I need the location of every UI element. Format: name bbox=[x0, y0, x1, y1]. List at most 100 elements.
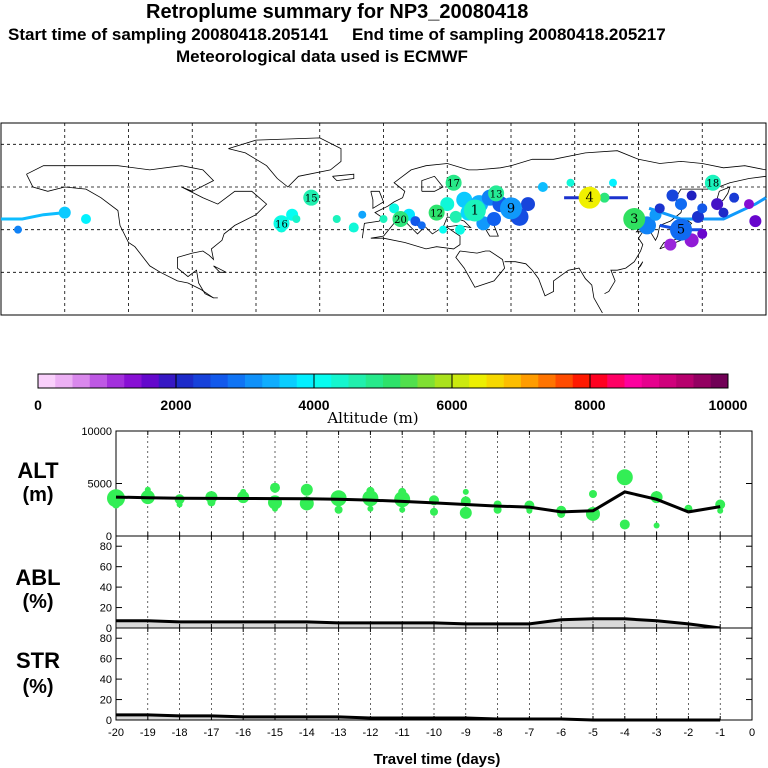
colorbar-swatch bbox=[486, 374, 505, 388]
y-tick-label: 5000 bbox=[88, 479, 112, 491]
alt-scatter-point bbox=[272, 505, 278, 512]
map-cluster-marker bbox=[578, 186, 601, 209]
map-plume-dot bbox=[711, 198, 724, 211]
map-plume-dot bbox=[744, 199, 754, 210]
trajectory-line bbox=[648, 196, 767, 221]
panel-alt-series-line bbox=[115, 490, 721, 514]
colorbar-swatch bbox=[245, 374, 263, 388]
colorbar-swatch bbox=[348, 374, 367, 388]
x-tick-label: -6 bbox=[556, 727, 566, 739]
alt-scatter-point bbox=[462, 488, 469, 495]
colorbar-tick-label: 4000 bbox=[298, 397, 329, 413]
alt-scatter-point bbox=[367, 505, 374, 512]
colorbar-swatch bbox=[676, 374, 694, 388]
x-tick-label: -1 bbox=[715, 727, 725, 739]
colorbar-swatch bbox=[193, 374, 211, 388]
map-plume-dot bbox=[292, 215, 301, 223]
map-cluster-label: 3 bbox=[630, 212, 638, 227]
map-plume-dot bbox=[718, 207, 729, 218]
str-panel-unit: (%) bbox=[22, 676, 53, 698]
map-plume-dot bbox=[686, 190, 697, 201]
colorbar-tick-label: 8000 bbox=[574, 397, 605, 413]
coastline-segment bbox=[638, 261, 644, 269]
coastline-segment bbox=[455, 250, 506, 288]
colorbar-swatch bbox=[365, 374, 384, 388]
colorbar-swatch bbox=[38, 374, 56, 388]
x-tick-label: -16 bbox=[235, 727, 251, 739]
map-plume-dot bbox=[697, 203, 708, 214]
map-plume-dot bbox=[417, 221, 426, 230]
colorbar-swatch bbox=[331, 374, 349, 388]
colorbar-swatch bbox=[400, 374, 418, 388]
map-plume-dot bbox=[566, 178, 575, 187]
coastline-segment bbox=[213, 265, 227, 273]
map-plume-dot bbox=[358, 210, 367, 219]
y-tick-label: 60 bbox=[100, 654, 112, 666]
x-tick-label: -14 bbox=[299, 727, 315, 739]
alt-scatter-point bbox=[362, 490, 379, 507]
x-tick-label: 0 bbox=[749, 727, 755, 739]
colorbar-swatch bbox=[141, 374, 160, 388]
map-plume-dot bbox=[58, 206, 71, 219]
colorbar-swatch bbox=[607, 374, 625, 388]
colorbar-swatch bbox=[124, 374, 142, 388]
alt-scatter-point bbox=[300, 483, 313, 496]
coastline-segment bbox=[421, 175, 444, 192]
meteo-data-note: Meteorological data used is ECMWF bbox=[176, 47, 468, 66]
x-tick-label: -3 bbox=[652, 727, 662, 739]
map-plume-dot bbox=[14, 225, 22, 234]
map-plume-dot bbox=[439, 225, 447, 234]
map-cluster-label: 15 bbox=[305, 194, 318, 205]
map-cluster-marker bbox=[445, 174, 462, 191]
abl-panel-unit: (%) bbox=[22, 591, 53, 613]
alt-scatter-point bbox=[112, 500, 120, 509]
colorbar-swatch bbox=[55, 374, 73, 388]
y-tick-label: 0 bbox=[106, 531, 112, 543]
map-plume-dot bbox=[449, 210, 462, 223]
map-plume-dot bbox=[675, 198, 687, 211]
x-tick-label: -7 bbox=[525, 727, 535, 739]
map-cluster-label: 12 bbox=[430, 209, 443, 220]
alt-panel-label: ALT bbox=[17, 458, 59, 483]
colorbar-swatch bbox=[296, 374, 315, 388]
colorbar-tick-label: 2000 bbox=[160, 397, 191, 413]
coastline-segment bbox=[332, 173, 355, 182]
map-cluster-label: 9 bbox=[507, 201, 515, 216]
map-cluster-label: 4 bbox=[585, 191, 593, 206]
map-cluster-marker bbox=[392, 211, 409, 227]
y-tick-label: 40 bbox=[100, 582, 112, 594]
colorbar-swatch bbox=[693, 374, 712, 388]
colorbar-swatch bbox=[314, 374, 332, 388]
map-plume-dot bbox=[455, 224, 465, 235]
y-tick-label: 80 bbox=[100, 541, 112, 553]
colorbar-swatch bbox=[434, 374, 453, 388]
alt-scatter-point bbox=[240, 488, 247, 495]
y-tick-label: 60 bbox=[100, 562, 112, 574]
y-tick-label: 0 bbox=[106, 715, 112, 727]
alt-scatter-point bbox=[616, 469, 633, 486]
colorbar-swatch bbox=[279, 374, 298, 388]
coastline-segment bbox=[26, 174, 214, 299]
map-cluster-marker bbox=[704, 174, 721, 191]
map-plume-dot bbox=[348, 222, 359, 233]
colorbar-tick-label: 0 bbox=[34, 397, 42, 413]
colorbar-swatch bbox=[538, 374, 556, 388]
colorbar-swatch bbox=[452, 374, 470, 388]
map-plume-dot bbox=[609, 178, 617, 187]
x-tick-label: -5 bbox=[588, 727, 598, 739]
colorbar-swatch bbox=[659, 374, 677, 388]
trajectory-line bbox=[1, 211, 65, 221]
str-panel-label: STR bbox=[16, 648, 60, 673]
alt-scatter-point bbox=[176, 501, 183, 508]
colorbar-swatch bbox=[262, 374, 280, 388]
alt-scatter-point bbox=[717, 507, 724, 514]
coastline-segment bbox=[228, 137, 342, 188]
x-tick-label: -9 bbox=[461, 727, 471, 739]
abl-panel: 0 20 40 60 80 bbox=[100, 535, 753, 635]
map-plume-dot bbox=[729, 192, 740, 203]
x-tick-label: -20 bbox=[108, 727, 124, 739]
x-tick-label: -2 bbox=[684, 727, 694, 739]
alt-scatter-point bbox=[493, 505, 502, 514]
